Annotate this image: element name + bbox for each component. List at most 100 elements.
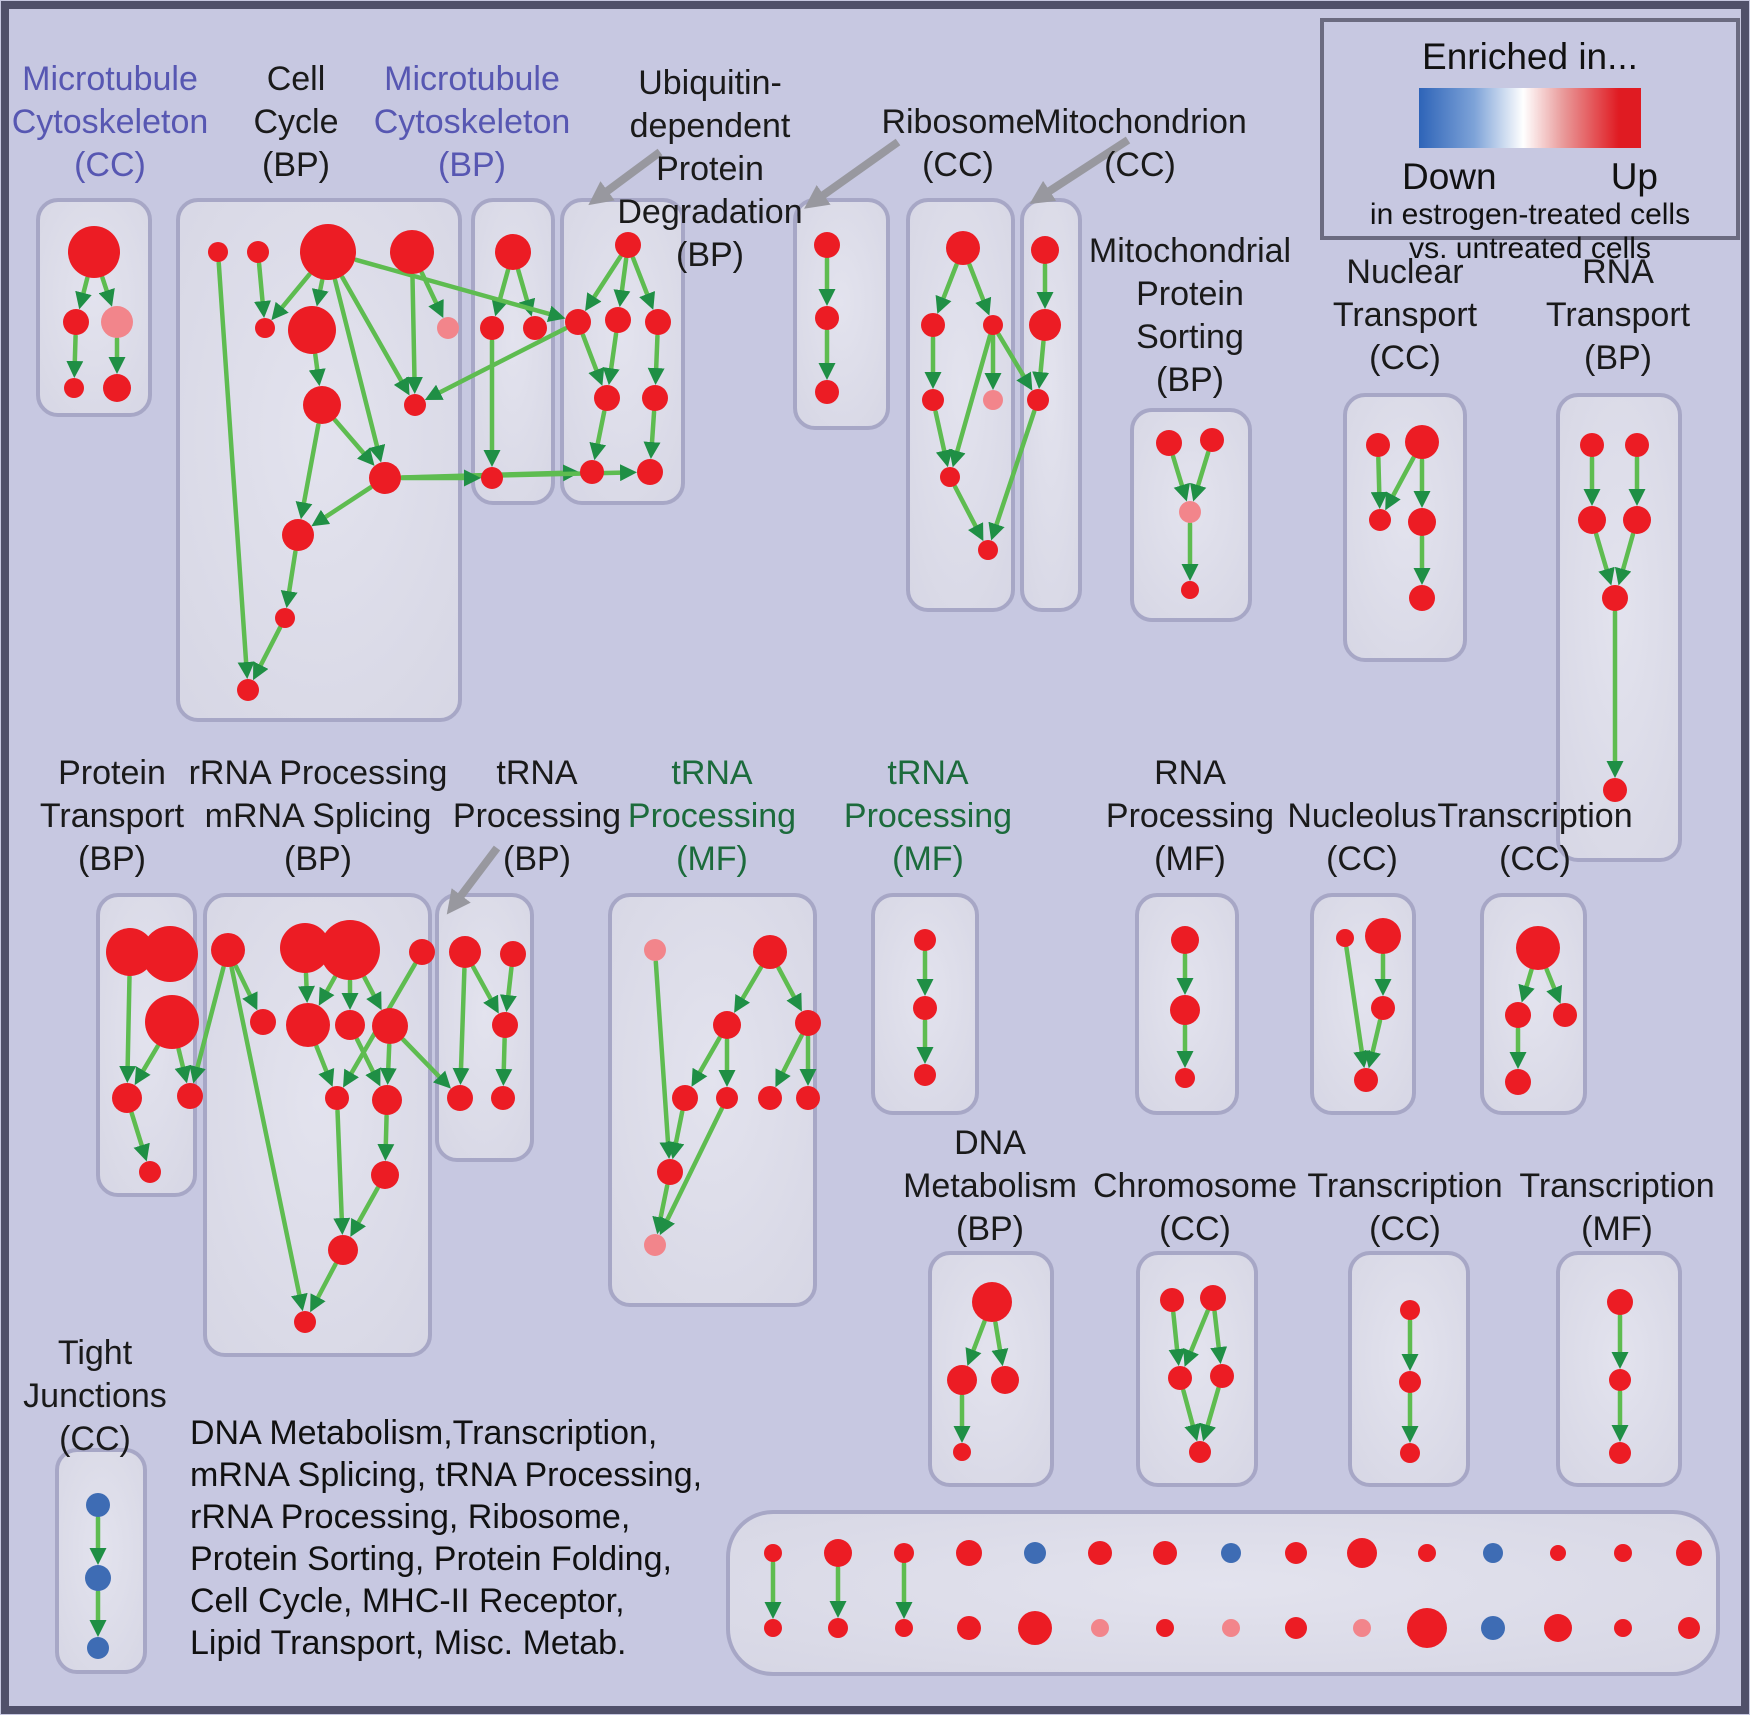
go-term-node [303,386,341,424]
edge-arrow [452,966,470,1086]
go-term-node [1347,1538,1377,1568]
annotation-arrow [588,148,663,206]
edge-arrow [776,965,802,1012]
cluster-label-rrna-processing: rRNA Processing mRNA Splicing (BP) [189,754,448,878]
edge-arrow [379,1042,397,1086]
cluster-label-line: (BP) [284,840,352,878]
go-term-node [449,936,481,968]
go-term-node [1481,1616,1505,1640]
go-term-node [1181,581,1199,599]
edge-arrow [318,974,338,1006]
cluster-label-line: Ubiquitin- [638,64,782,102]
edge-arrow [967,262,992,316]
edge-arrow [400,1037,451,1089]
cluster-label-line: (CC) [1499,840,1571,878]
go-term-node [325,1086,349,1110]
cluster-label-rna-processing-mf: RNA Processing (MF) [1106,754,1274,878]
go-term-node [758,1086,782,1110]
cluster-label-line: (MF) [1154,840,1226,878]
edge-arrow [333,1108,351,1236]
go-term-node [495,234,531,270]
go-term-node [68,226,120,278]
cluster-label-line: Chromosome [1093,1167,1297,1205]
go-term-node [369,462,401,494]
go-term-node [1200,1285,1226,1311]
go-term-node [480,316,504,340]
edge-arrow [295,422,321,520]
cluster-label-line: Cytoskeleton [374,103,571,141]
edge-arrow [174,1046,192,1084]
cluster-label-line: Transport [1333,296,1478,334]
go-term-node [637,459,663,485]
cluster-label-line: Transcription [1519,1167,1714,1205]
go-term-node [64,378,84,398]
go-term-node [372,1085,402,1115]
edge-arrow [933,409,953,468]
cluster-label-line: Processing [844,797,1012,835]
cluster-label-line: (CC) [1369,339,1441,377]
edge-arrow [643,409,661,460]
go-term-node [828,1618,848,1638]
go-term-node [815,380,839,404]
edge-arrow [308,352,326,387]
cluster-label-line: Microtubule [384,60,560,98]
cluster-label-line: Protein [1136,275,1244,313]
go-term-node [565,309,591,335]
edge-arrow [119,974,137,1084]
edge-arrow [129,1111,150,1162]
go-term-node [1354,1068,1378,1092]
go-term-node [713,1011,741,1039]
go-term-node [328,1235,358,1265]
edge-arrow [991,1320,1009,1367]
go-term-node [294,1311,316,1333]
shared-terms-text-line: Cell Cycle, MHC-II Receptor, [190,1582,625,1620]
go-term-node [101,306,133,338]
go-term-node [991,1366,1019,1394]
go-term-node [1222,1619,1240,1637]
go-term-node [1676,1540,1702,1566]
edge-arrow [1593,532,1615,586]
go-term-node [145,995,199,1049]
cluster-box-trans_mf [1556,1251,1682,1487]
cluster-label-microtubule-bp: Microtubule Cytoskeleton (BP) [374,60,571,184]
edge-arrow [1181,1388,1201,1442]
go-term-node [1407,1608,1447,1648]
go-term-node [106,928,154,976]
go-term-node [1580,433,1604,457]
go-term-node [1221,1543,1241,1563]
go-term-node [1156,430,1182,456]
go-term-node [1550,1545,1566,1561]
go-term-node [1189,1441,1211,1463]
go-term-node [1544,1614,1572,1642]
cluster-label-mito-protein-sorting: Mitochondrial Protein Sorting (BP) [1089,232,1291,399]
go-term-node [1179,501,1201,523]
go-term-node [1400,1300,1420,1320]
go-term-node [85,1565,111,1591]
edge-arrow [1199,1386,1221,1442]
edge-arrow [216,260,255,680]
cluster-label-line: Cell [267,60,326,98]
shared-terms-text-block: DNA Metabolism,Transcription, mRNA Splici… [190,1412,702,1664]
cluster-label-chromosome: Chromosome (CC) [1093,1167,1297,1248]
cluster-label-line: (BP) [1156,361,1224,399]
legend-subtitle-line1: in estrogen-treated cells [1369,198,1691,231]
edge-arrow [254,261,271,319]
go-term-node [1366,433,1390,457]
edge-arrow [134,1043,160,1086]
go-term-node [523,316,547,340]
go-term-node [1602,585,1628,611]
edge-arrow [253,625,283,681]
edge-arrow [1190,450,1211,502]
edge-arrow [377,1113,395,1162]
cluster-label-line: (BP) [503,840,571,878]
go-term-node [1607,1289,1633,1315]
go-term-node [1160,1288,1184,1312]
cluster-label-tight-junctions: Tight Junctions (CC) [23,1334,167,1458]
go-term-node [1168,1366,1192,1390]
go-term-node [1171,926,1199,954]
go-term-node [657,1159,683,1185]
go-term-node [914,1064,936,1086]
go-term-node [947,1365,977,1395]
edge-arrow [332,417,375,466]
